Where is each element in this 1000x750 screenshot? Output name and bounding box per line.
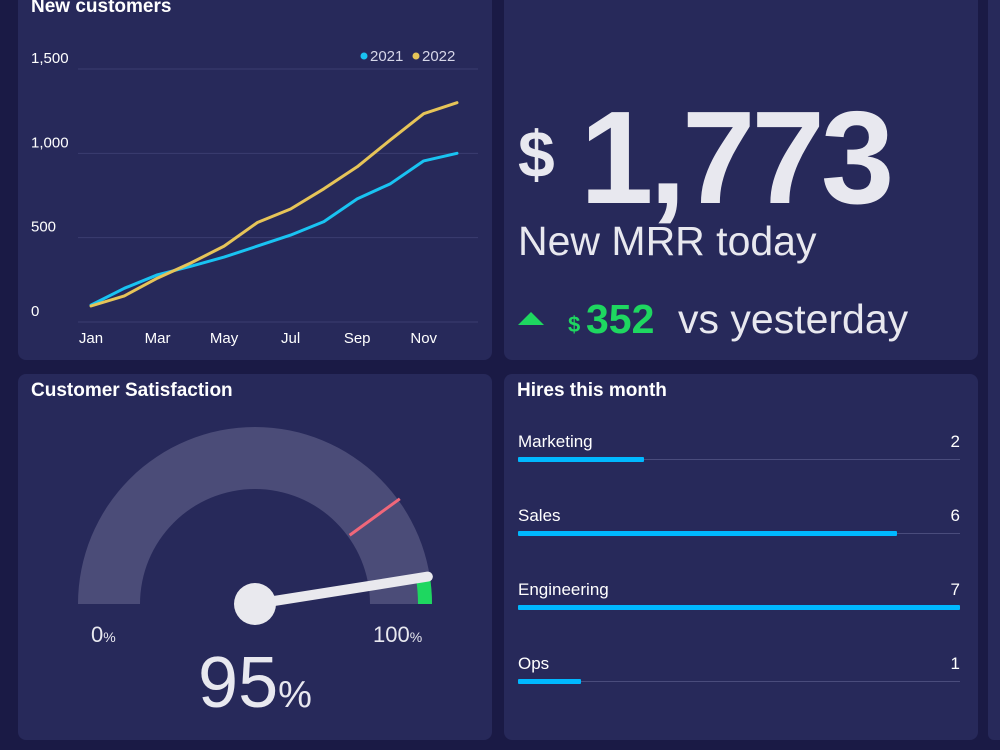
gauge-needle [250, 571, 433, 609]
hire-row-ops: Ops 1 [518, 654, 960, 704]
new-customers-card: New customers 0 500 1,000 1,500 Jan Mar May Jul… [18, 0, 492, 360]
legend-label: 2022 [422, 48, 455, 65]
hire-bar [518, 457, 645, 462]
partial-card-edge [988, 0, 1000, 740]
hire-count: 7 [950, 580, 960, 599]
new-customers-chart: 0 500 1,000 1,500 Jan Mar May Jul Sep Nov 2021 2022 [31, 48, 478, 347]
series-line-2021 [89, 151, 459, 307]
gauge-value-unit: % [278, 674, 312, 716]
hire-count: 2 [950, 432, 960, 451]
hire-label: Sales [518, 506, 561, 525]
delta-currency: $ [568, 312, 581, 337]
gauge-value-segment [415, 576, 432, 604]
gauge-value: 95% [18, 642, 492, 724]
mrr-number: 1,773 [580, 84, 894, 231]
hire-track [518, 459, 960, 460]
y-tick-label: 500 [31, 219, 56, 236]
delta-label: vs yesterday [678, 296, 909, 342]
legend-marker [360, 52, 368, 60]
hire-label: Ops [518, 654, 550, 673]
new-customers-title: New customers [31, 0, 172, 17]
gauge-value-number: 95 [198, 643, 279, 723]
x-tick-label: Sep [344, 330, 371, 347]
hire-bar [518, 679, 582, 684]
hire-label: Marketing [518, 432, 593, 451]
gauge-track [78, 427, 432, 604]
customer-satisfaction-card: Customer Satisfaction 0% 100% 95% [18, 374, 492, 740]
satisfaction-gauge [78, 427, 433, 625]
hires-card: Hires this month Marketing 2 Sales 6 Eng… [504, 374, 978, 740]
up-arrow-icon [518, 312, 544, 325]
hire-row-marketing: Marketing 2 [518, 432, 960, 482]
satisfaction-title: Customer Satisfaction [31, 380, 233, 401]
hire-count: 6 [950, 506, 960, 525]
x-tick-label: Jan [79, 330, 103, 347]
gauge-needle-hub [234, 583, 276, 625]
x-tick-label: Nov [410, 330, 437, 347]
legend-marker [412, 52, 420, 60]
x-tick-label: Jul [281, 330, 300, 347]
hire-bar [518, 531, 897, 536]
x-tick-label: Mar [145, 330, 171, 347]
hire-row-engineering: Engineering 7 [518, 580, 960, 630]
gauge-max-label: 100% [373, 622, 423, 647]
hires-title: Hires this month [517, 380, 667, 401]
hire-track [518, 681, 960, 682]
mrr-label: New MRR today [518, 218, 817, 264]
hire-label: Engineering [518, 580, 609, 599]
mrr-currency: $ [518, 117, 555, 191]
hire-bar [518, 605, 960, 610]
hire-row-sales: Sales 6 [518, 506, 960, 556]
gauge-target-marker [348, 497, 401, 537]
hire-count: 1 [950, 654, 960, 673]
series-line-2022 [89, 101, 459, 308]
delta-value: 352 [586, 296, 655, 342]
y-tick-label: 1,000 [31, 134, 69, 151]
legend-label: 2021 [370, 48, 403, 65]
gauge-min-label: 0% [91, 622, 116, 647]
mrr-card: $ 1,773 New MRR today $ 352 vs yesterday [504, 0, 978, 360]
y-tick-label: 0 [31, 303, 39, 320]
y-tick-label: 1,500 [31, 50, 69, 67]
x-tick-label: May [210, 330, 239, 347]
